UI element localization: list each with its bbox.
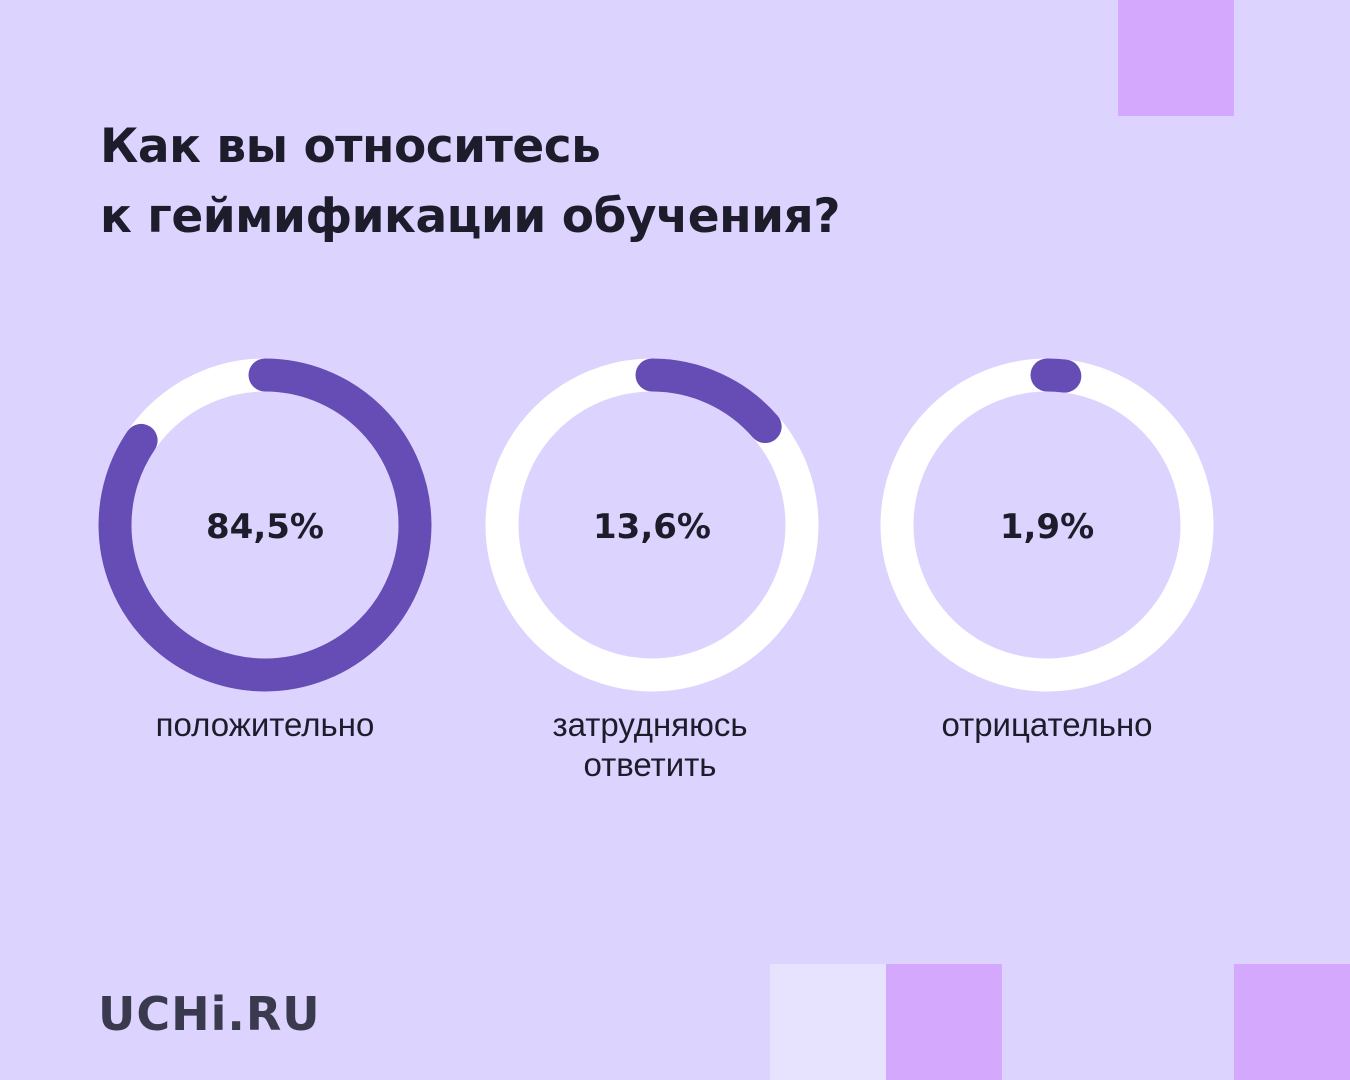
uchi-ru-logo[interactable]: UCHi.RU (98, 987, 321, 1041)
label-negative-line-1: отрицательно (941, 706, 1153, 743)
decor-square-bottom-light (770, 964, 886, 1080)
decor-square-bottom-middle (886, 964, 1002, 1080)
chart-title-line-1: Как вы относитесь (100, 119, 601, 174)
label-positive: положительно (115, 705, 415, 745)
chart-title: Как вы относитесь к геймификации обучени… (100, 112, 840, 252)
label-positive-line-1: положительно (155, 706, 375, 743)
label-undecided: затрудняюсь ответить (500, 705, 800, 785)
decor-square-top-right (1118, 0, 1234, 116)
decor-square-bottom-right (1234, 964, 1350, 1080)
chart-title-line-2: к геймификации обучения? (100, 189, 840, 244)
label-undecided-line-2: ответить (583, 746, 717, 783)
label-undecided-line-1: затрудняюсь (552, 706, 748, 743)
label-negative: отрицательно (897, 705, 1197, 745)
